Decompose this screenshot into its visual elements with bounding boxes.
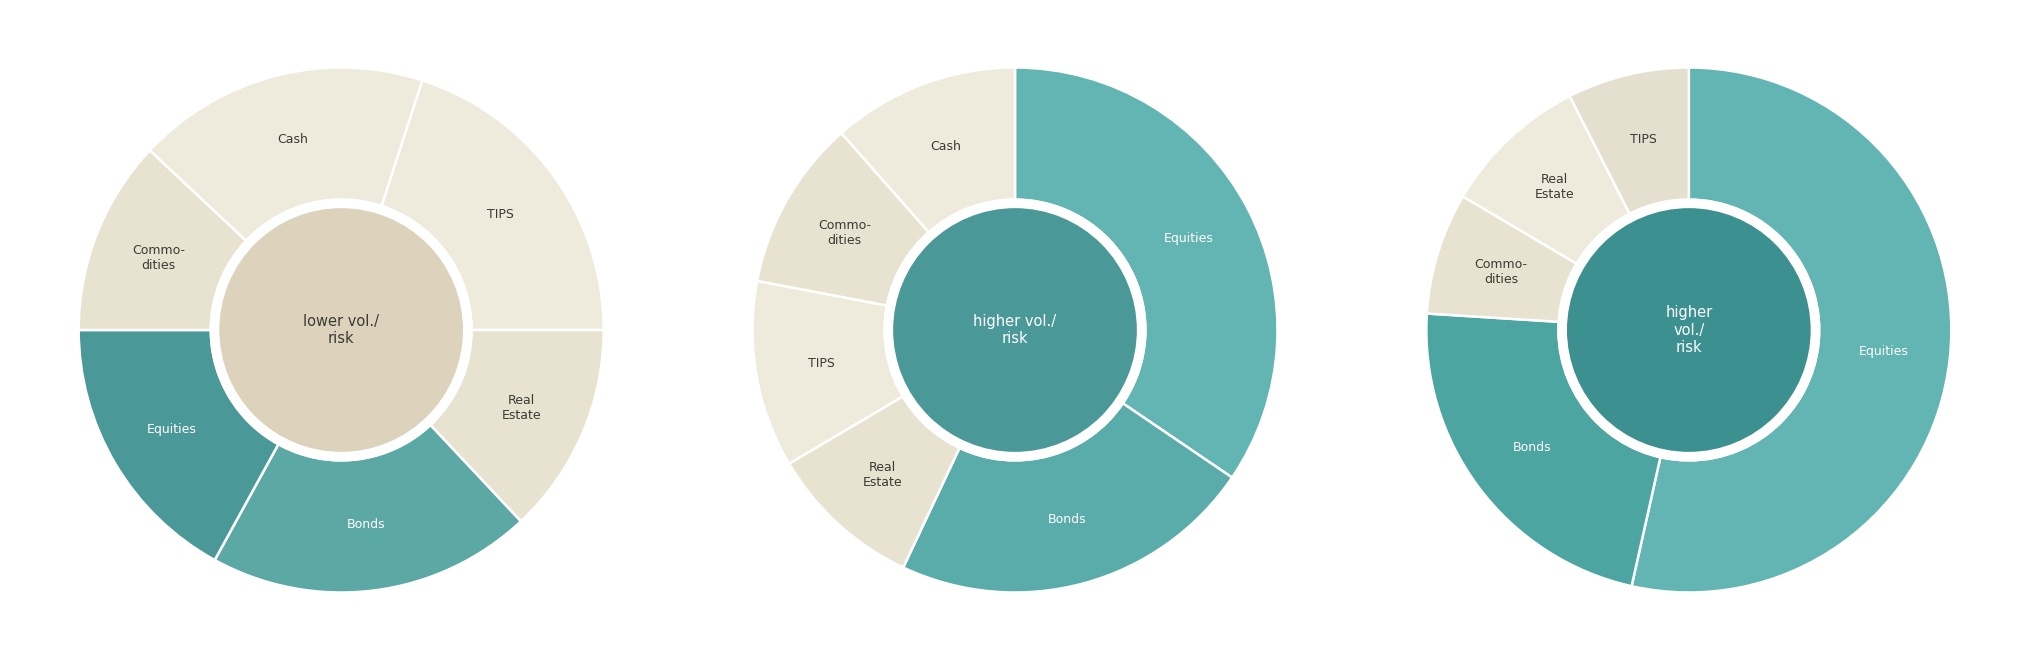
Text: higher
vol./
risk: higher vol./ risk [1665, 305, 1713, 355]
Wedge shape [790, 397, 960, 568]
Wedge shape [1464, 96, 1630, 263]
Wedge shape [150, 67, 422, 241]
Text: TIPS: TIPS [1630, 133, 1656, 145]
Text: Commo-
dities: Commo- dities [132, 244, 185, 272]
Wedge shape [1427, 197, 1577, 322]
Wedge shape [1569, 67, 1689, 214]
Text: higher vol./
risk: higher vol./ risk [974, 314, 1056, 346]
Circle shape [891, 207, 1139, 453]
Wedge shape [215, 425, 522, 593]
Wedge shape [1427, 314, 1661, 586]
Text: Commo-
dities: Commo- dities [818, 218, 871, 247]
Wedge shape [79, 150, 246, 330]
Wedge shape [382, 81, 603, 330]
Text: lower vol./
risk: lower vol./ risk [302, 314, 380, 346]
Text: Equities: Equities [1163, 232, 1214, 245]
Wedge shape [430, 330, 603, 521]
Text: Cash: Cash [276, 133, 309, 147]
Wedge shape [1632, 67, 1951, 593]
Text: Real
Estate: Real Estate [501, 394, 542, 422]
Text: Equities: Equities [146, 424, 197, 436]
Text: Real
Estate: Real Estate [1535, 173, 1573, 201]
Text: Commo-
dities: Commo- dities [1474, 258, 1529, 286]
Text: TIPS: TIPS [487, 208, 514, 221]
Text: Bonds: Bonds [1047, 513, 1086, 526]
Text: Bonds: Bonds [347, 518, 386, 531]
Wedge shape [757, 133, 930, 306]
Wedge shape [753, 280, 903, 463]
Text: Cash: Cash [930, 140, 960, 152]
Circle shape [1565, 207, 1813, 453]
Text: TIPS: TIPS [808, 357, 834, 370]
Text: Real
Estate: Real Estate [863, 461, 903, 489]
Text: Equities: Equities [1859, 345, 1908, 358]
Wedge shape [1015, 67, 1277, 478]
Circle shape [217, 207, 465, 453]
Wedge shape [840, 67, 1015, 232]
Wedge shape [903, 403, 1232, 593]
Wedge shape [79, 330, 278, 560]
Text: Bonds: Bonds [1512, 442, 1551, 455]
